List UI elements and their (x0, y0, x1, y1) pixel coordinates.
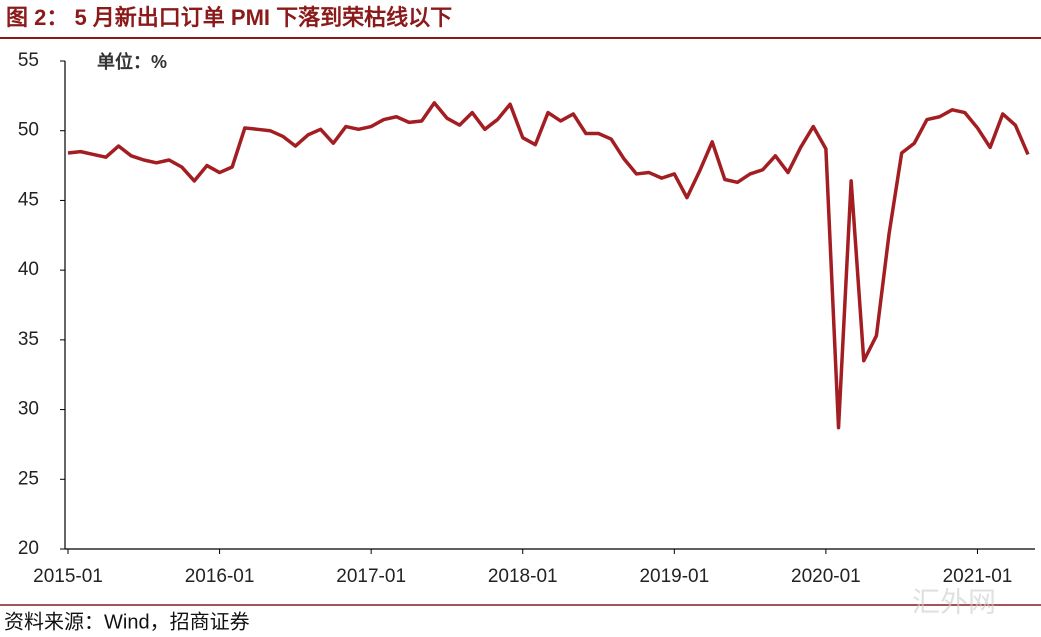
y-tick-label: 35 (18, 329, 39, 350)
x-tick-label: 2017-01 (336, 566, 406, 587)
y-tick-label: 20 (18, 538, 39, 559)
y-tick-label: 30 (18, 399, 39, 420)
unit-label: 单位：% (97, 51, 167, 72)
x-tick-label: 2019-01 (639, 566, 709, 587)
x-tick-label: 2016-01 (185, 566, 255, 587)
x-tick-label: 2015-01 (33, 566, 103, 587)
x-tick-label: 2021-01 (943, 566, 1013, 587)
x-tick-label: 2020-01 (791, 566, 861, 587)
y-tick-label: 45 (18, 189, 39, 210)
y-tick-label: 50 (18, 120, 39, 141)
y-tick-label: 25 (18, 468, 39, 489)
watermark: 汇外网 (912, 586, 996, 617)
y-tick-label: 55 (18, 50, 39, 71)
line-series (67, 101, 1030, 430)
chart-title: 图 2： 5 月新出口订单 PMI 下落到荣枯线以下 (6, 5, 452, 30)
x-tick-label: 2018-01 (488, 566, 558, 587)
source: 资料来源：Wind，招商证券 (4, 610, 250, 633)
y-tick-label: 40 (18, 259, 39, 280)
